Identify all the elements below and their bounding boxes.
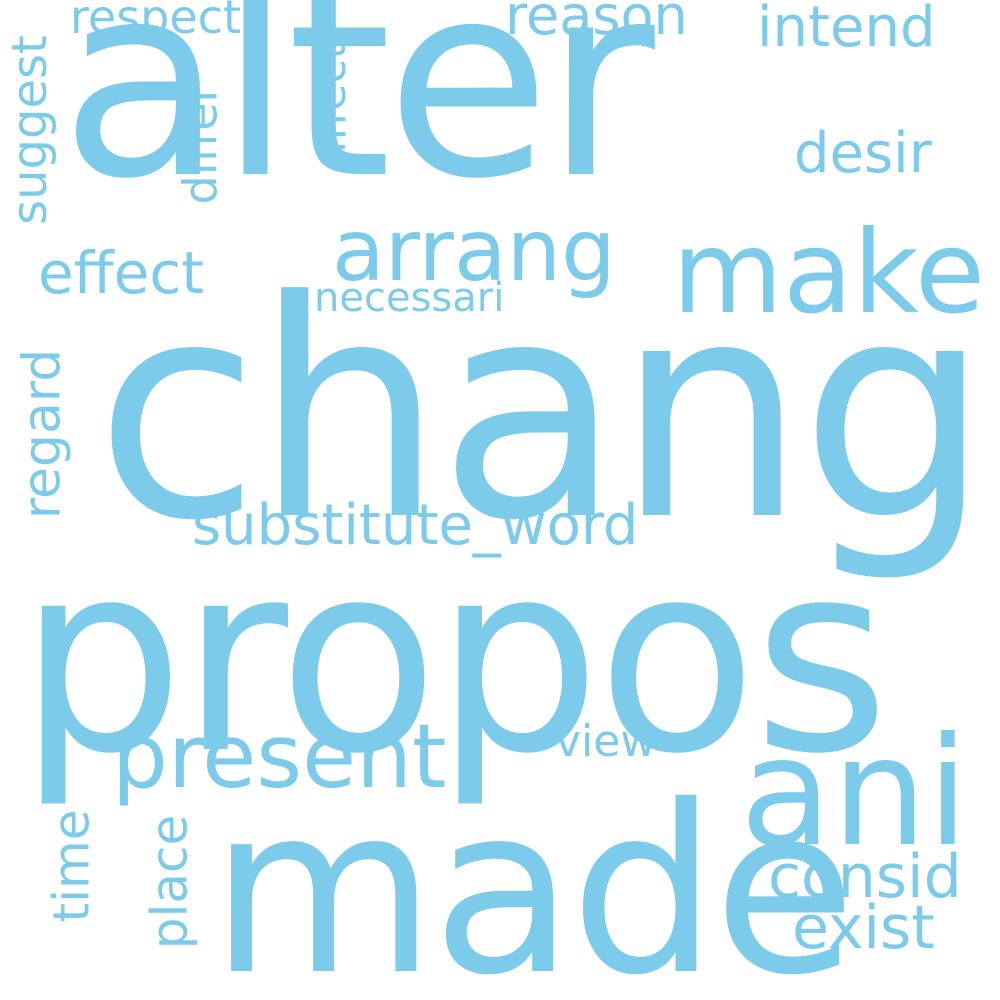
word-make: make bbox=[672, 206, 985, 339]
word-present: present bbox=[112, 705, 447, 808]
word-alter: alter bbox=[60, 0, 655, 238]
word-respect: respect bbox=[70, 0, 241, 44]
word-effect: effect bbox=[38, 239, 204, 307]
word-necessari: necessari bbox=[314, 275, 505, 321]
word-propos: propos bbox=[18, 506, 890, 811]
word-affect: affect bbox=[304, 42, 356, 168]
word-differ: differ bbox=[173, 83, 228, 205]
word-time: time bbox=[42, 809, 101, 923]
word-place: place bbox=[140, 814, 199, 950]
word-ani: ani bbox=[740, 706, 969, 880]
word-regard: regard bbox=[12, 348, 73, 520]
word-exist: exist bbox=[792, 893, 935, 963]
word-substitute-word: substitute_word bbox=[192, 493, 639, 558]
word-made: made bbox=[210, 756, 856, 1000]
word-reason: reason bbox=[505, 0, 688, 47]
word-arrang: arrang bbox=[332, 201, 616, 301]
word-desir: desir bbox=[794, 121, 932, 186]
word-view: view bbox=[555, 716, 657, 767]
word-suggest: suggest bbox=[1, 35, 58, 225]
word-consid: consid bbox=[768, 842, 962, 912]
word-intend: intend bbox=[757, 0, 936, 60]
word-chang: chang bbox=[95, 237, 990, 586]
